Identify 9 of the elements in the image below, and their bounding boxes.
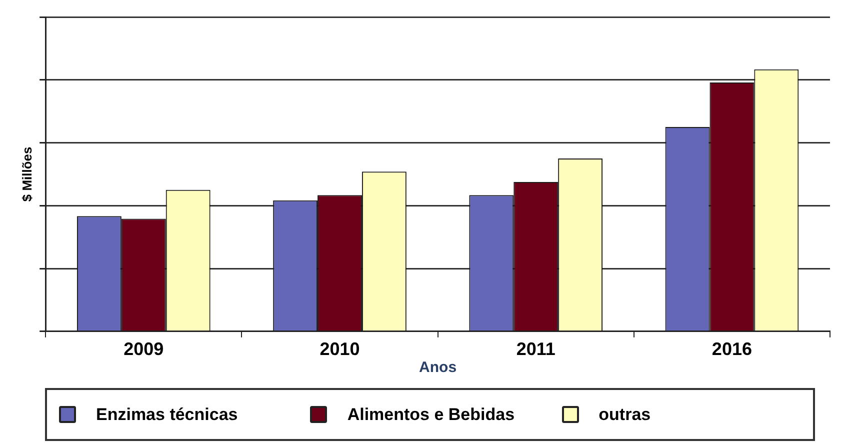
legend-label: outras (598, 404, 651, 424)
y-axis-title: $ Millões (19, 146, 34, 202)
x-axis-title: Anos (419, 359, 457, 376)
x-tick-label: 2009 (124, 339, 164, 360)
x-tick-label: 2010 (320, 339, 360, 360)
legend-label: Alimentos e Bebidas (347, 404, 515, 424)
x-tick-label: 2011 (516, 339, 556, 360)
x-tick-label: 2016 (712, 339, 752, 360)
legend-label: Enzimas técnicas (96, 404, 238, 424)
